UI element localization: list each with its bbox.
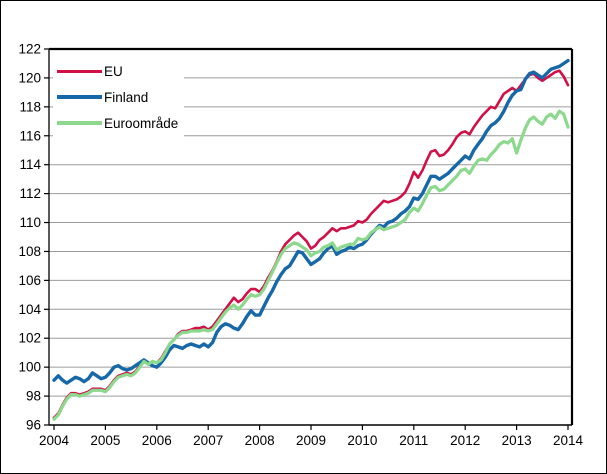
euroomrade-line-swatch <box>57 121 102 125</box>
series-line-finland <box>52 58 570 385</box>
series-line-euroområde <box>52 109 570 421</box>
eu-line-swatch <box>57 69 102 73</box>
y-tick-label: 118 <box>19 99 41 114</box>
x-tick-label: 2005 <box>90 433 120 448</box>
y-tick-label: 112 <box>19 186 41 201</box>
y-tick-label: 122 <box>18 42 41 57</box>
x-tick-label: 2012 <box>450 433 480 448</box>
y-tick-label: 106 <box>18 273 41 288</box>
x-tick-label: 2004 <box>39 433 70 448</box>
x-tick-label: 2013 <box>502 433 532 448</box>
legend-item-euroomrade: Euroområde <box>57 110 178 136</box>
finland-line-swatch <box>57 95 102 99</box>
y-tick-label: 104 <box>18 302 41 317</box>
y-tick-label: 114 <box>19 157 41 172</box>
y-tick-label: 116 <box>19 128 41 143</box>
x-tick-label: 2009 <box>296 433 326 448</box>
x-tick-label: 2010 <box>347 433 377 448</box>
x-tick-label: 2007 <box>193 433 223 448</box>
legend-item-finland: Finland <box>57 84 178 110</box>
series-lines <box>52 58 570 421</box>
y-tick-label: 108 <box>18 244 41 259</box>
y-tick-label: 102 <box>18 331 41 346</box>
y-tick-label: 110 <box>19 215 41 230</box>
legend: EU Finland Euroområde <box>53 56 185 138</box>
y-tick-label: 120 <box>18 70 41 85</box>
legend-label-euroomrade: Euroområde <box>104 115 179 131</box>
y-tick-label: 100 <box>18 360 41 375</box>
x-tick-label: 2006 <box>142 433 172 448</box>
y-tick-label: 98 <box>26 389 41 404</box>
x-tick-label: 2008 <box>245 433 275 448</box>
axes <box>44 47 574 430</box>
legend-label-finland: Finland <box>104 89 149 105</box>
legend-item-eu: EU <box>57 58 178 84</box>
y-tick-label: 96 <box>26 418 41 433</box>
legend-label-eu: EU <box>104 63 123 79</box>
x-tick-label: 2011 <box>399 433 428 448</box>
x-tick-label: 2014 <box>553 433 584 448</box>
axis-labels: 96 98 100 102 104 106 108 110 112 114 116 118 120 122… <box>18 42 583 449</box>
